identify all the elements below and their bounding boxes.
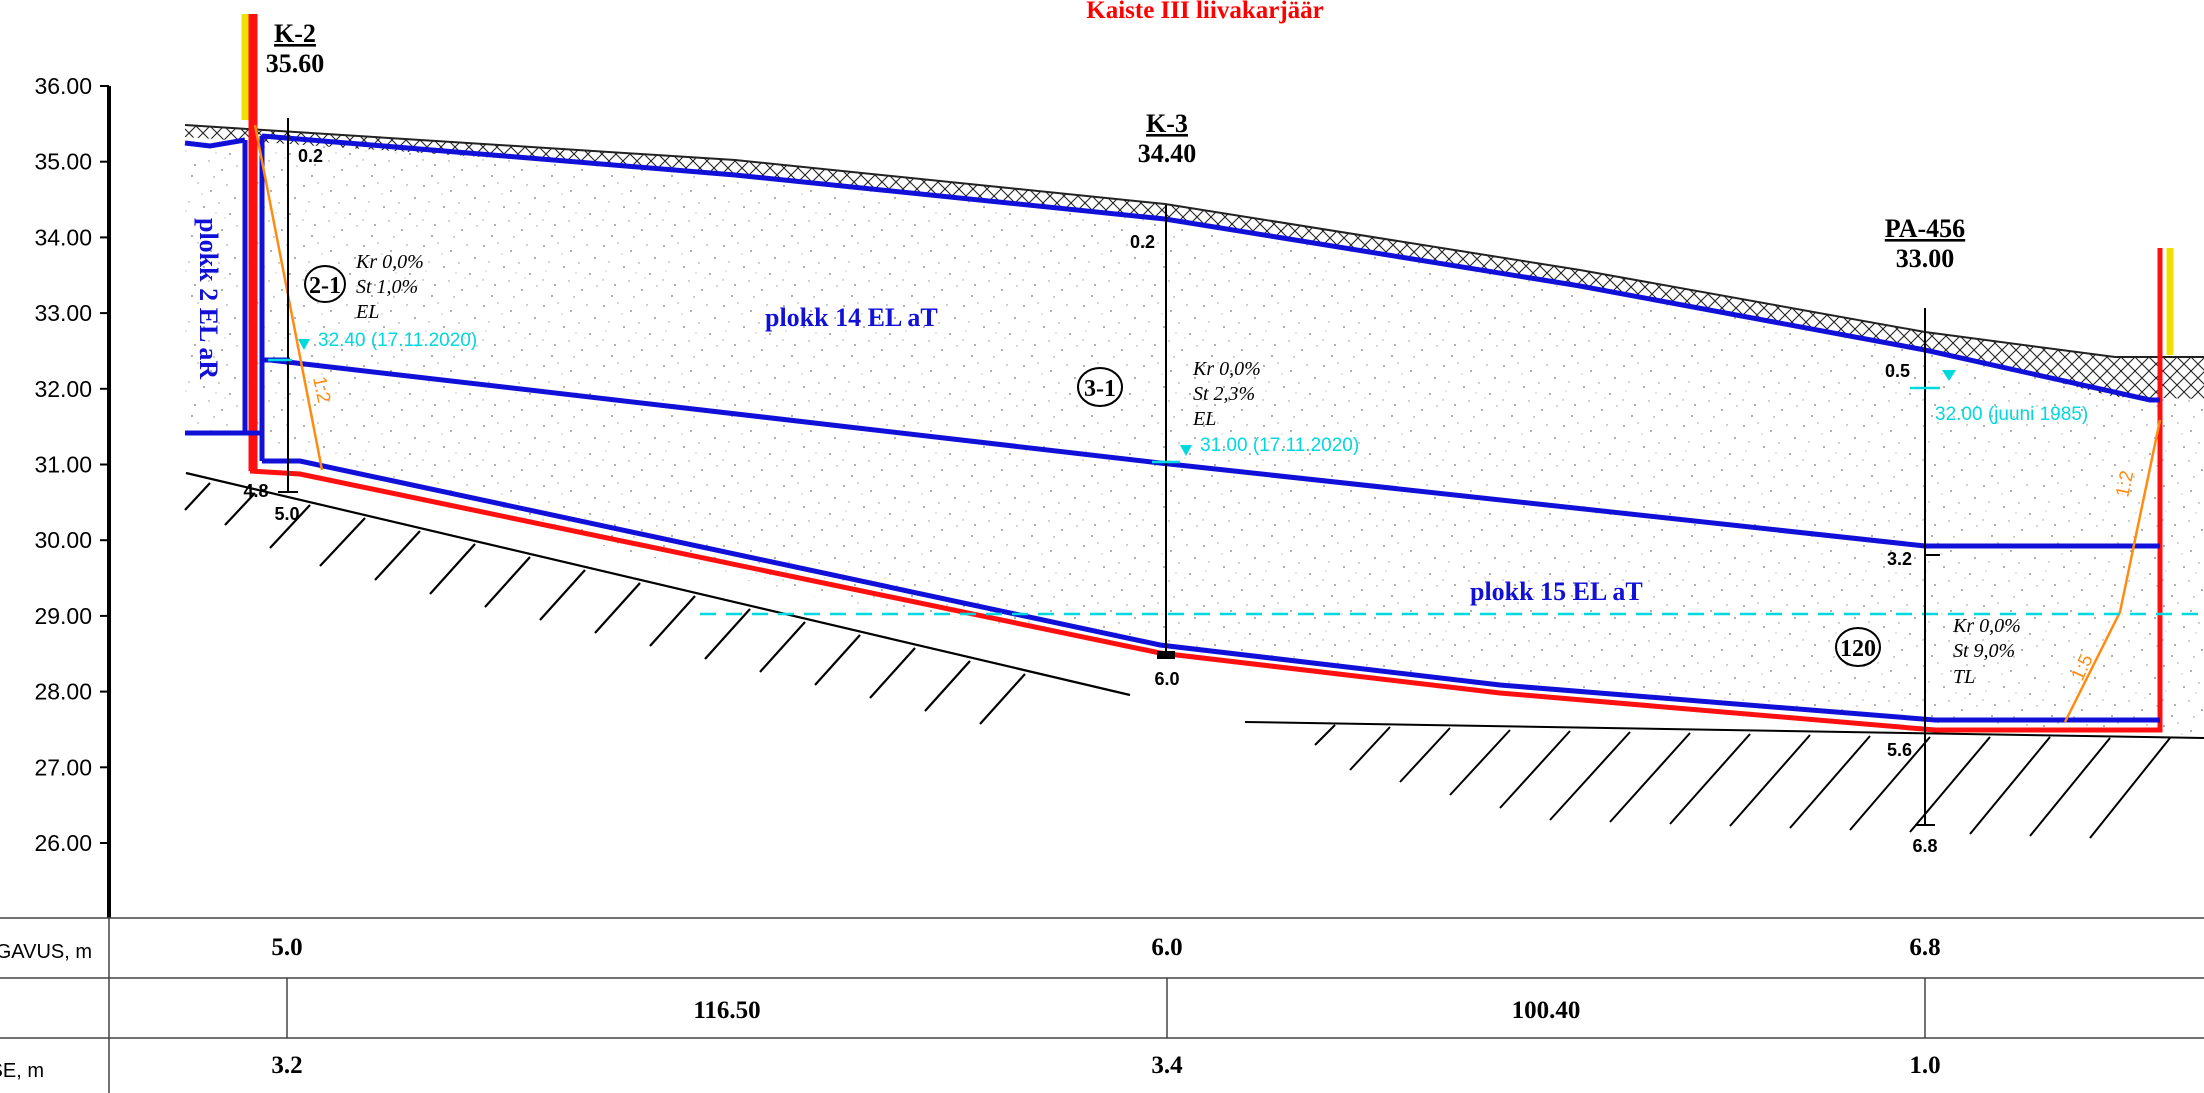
- axis-tick-label: 36.00: [34, 73, 92, 99]
- layer-badge-120: 120: [1835, 627, 1881, 667]
- svg-text:Kr 0,0%: Kr 0,0%: [355, 251, 424, 273]
- layer-description-3-1: Kr 0,0% St 2,3% EL: [1192, 358, 1261, 430]
- pa456-top-depth: 0.5: [1885, 361, 1910, 381]
- pa456-total-depth: 6.8: [1912, 836, 1937, 856]
- water-level-label-k3: 31.00 (17.11.2020): [1200, 435, 1359, 456]
- svg-text:Kr 0,0%: Kr 0,0%: [1192, 358, 1261, 380]
- table-cell: 100.40: [1512, 997, 1581, 1024]
- axis-tick-label: 28.00: [34, 679, 92, 705]
- k2-top-depth: 0.2: [298, 146, 323, 166]
- table-cell: 6.8: [1909, 934, 1940, 961]
- svg-text:TL: TL: [1953, 666, 1975, 688]
- table-cell: 5.0: [271, 934, 302, 961]
- svg-text:2-1: 2-1: [309, 273, 341, 299]
- layer-badge-2-1: 2-1: [304, 265, 346, 303]
- layer-badge-3-1: 3-1: [1077, 367, 1123, 407]
- data-table: [0, 917, 2204, 1093]
- water-level-label-pa456: 32.00 (juuni 1985): [1935, 404, 2088, 425]
- axis-tick-label: 29.00: [34, 603, 92, 629]
- table-cell: 1.0: [1909, 1052, 1940, 1079]
- k2-total-depth: 5.0: [274, 504, 299, 524]
- drawing-title: Kaiste III liivakarjäär: [1086, 0, 1324, 24]
- pa456-mid-depth: 3.2: [1887, 549, 1912, 569]
- table-row-label-water: VEETASE, m: [0, 1060, 44, 1082]
- borehole-elevation-k2: 35.60: [266, 49, 325, 78]
- sand-body: [185, 137, 2204, 738]
- excavation-base-red: [249, 248, 2163, 733]
- table-cell: 116.50: [693, 997, 760, 1024]
- borehole-pa456: [1915, 308, 1940, 826]
- pa456-base-depth: 5.6: [1887, 740, 1912, 760]
- axis-tick-label: 32.00: [34, 376, 92, 402]
- borehole-k2: [278, 118, 298, 493]
- borehole-name-pa456: PA-456: [1885, 214, 1965, 243]
- borehole-name-k3: K-3: [1146, 109, 1188, 138]
- axis-tick-label: 34.00: [34, 224, 92, 250]
- axis-tick-label: 35.00: [34, 149, 92, 175]
- k2-base-depth: 4.8: [243, 481, 268, 501]
- layer-description-120: Kr 0,0% St 9,0% TL: [1952, 615, 2021, 688]
- svg-text:St 2,3%: St 2,3%: [1193, 383, 1255, 405]
- layer-description-2-1: Kr 0,0% St 1,0% EL: [355, 251, 424, 323]
- table-cell: 6.0: [1151, 934, 1182, 961]
- elevation-axis: 36.00 35.00 34.00 33.00 32.00 31.00 30.00 29.00…: [34, 73, 111, 918]
- svg-text:EL: EL: [355, 301, 379, 323]
- block-label-left: plokk 2 EL aR: [194, 218, 223, 379]
- borehole-elevation-pa456: 33.00: [1896, 244, 1955, 273]
- axis-tick-label: 27.00: [34, 754, 92, 780]
- k3-top-depth: 0.2: [1130, 232, 1155, 252]
- svg-text:St 1,0%: St 1,0%: [356, 276, 418, 298]
- k3-total-depth: 6.0: [1154, 669, 1179, 689]
- water-level-label-k2: 32.40 (17.11.2020): [318, 330, 477, 351]
- table-row-label-depth: SÜGAVUS, m: [0, 941, 92, 963]
- axis-tick-label: 30.00: [34, 527, 92, 553]
- svg-text:Kr 0,0%: Kr 0,0%: [1952, 615, 2021, 637]
- axis-tick-label: 33.00: [34, 300, 92, 326]
- borehole-k3: [1157, 205, 1175, 659]
- bedrock-hatch-left: [184, 471, 1131, 725]
- block-label-lower: plokk 15 EL aT: [1470, 577, 1643, 606]
- svg-text:3-1: 3-1: [1084, 376, 1116, 402]
- bedrock-hatch-right: [1244, 721, 2204, 839]
- table-cell: 3.2: [271, 1052, 302, 1079]
- svg-text:St 9,0%: St 9,0%: [1953, 640, 2015, 662]
- borehole-name-k2: K-2: [274, 19, 316, 48]
- water-level-markers: [298, 339, 1956, 456]
- axis-tick-label: 26.00: [34, 830, 92, 856]
- table-cell: 3.4: [1151, 1052, 1183, 1079]
- ground-surface-line: [184, 124, 2204, 358]
- axis-tick-label: 31.00: [34, 452, 92, 478]
- svg-text:120: 120: [1840, 636, 1876, 662]
- block-label-center: plokk 14 EL aT: [765, 303, 938, 332]
- svg-text:EL: EL: [1192, 408, 1216, 430]
- borehole-elevation-k3: 34.40: [1138, 139, 1197, 168]
